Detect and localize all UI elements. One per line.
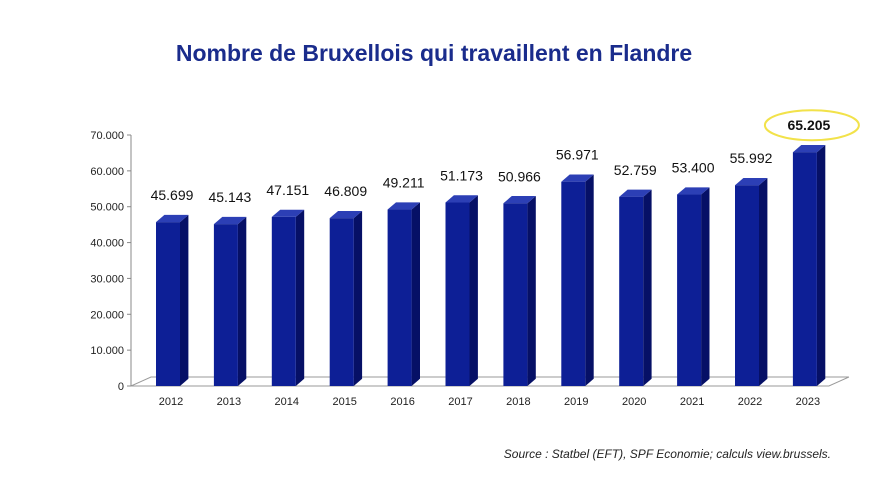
data-label: 46.809 — [324, 183, 367, 199]
bar-top — [329, 210, 363, 219]
x-tick-label: 2017 — [448, 396, 472, 408]
bar-front — [156, 222, 180, 386]
data-label: 50.966 — [498, 168, 541, 184]
bar-side — [295, 209, 305, 386]
bars-group — [156, 144, 826, 386]
bar-top — [445, 195, 478, 203]
data-label: 45.143 — [208, 189, 251, 205]
data-label: 49.211 — [383, 175, 425, 191]
y-tick-label: 60.000 — [90, 166, 124, 178]
source-note: Source : Statbel (EFT), SPF Economie; ca… — [503, 447, 831, 461]
bar-front — [271, 216, 296, 386]
bar-front — [213, 224, 238, 386]
x-tick-label: 2014 — [275, 396, 299, 408]
bar-side — [469, 195, 478, 386]
bar — [271, 209, 305, 386]
bar — [329, 210, 363, 386]
bar — [619, 189, 652, 386]
bar-top — [156, 214, 189, 223]
highlight-ellipse — [763, 109, 860, 142]
bar-front — [561, 181, 586, 386]
bar — [561, 174, 594, 386]
x-tick-label: 2013 — [217, 396, 241, 408]
bar-side — [527, 196, 536, 386]
y-tick-label: 70.000 — [90, 130, 124, 142]
y-tick-label: 0 — [118, 381, 124, 393]
bar-top — [213, 216, 247, 225]
bar-top — [271, 209, 305, 217]
y-tick-label: 50.000 — [90, 202, 124, 214]
y-tick-label: 10.000 — [90, 345, 124, 357]
bar — [156, 214, 189, 386]
y-tick-label: 30.000 — [90, 273, 124, 285]
data-label: 51.173 — [440, 168, 483, 184]
data-label: 65.205 — [787, 117, 830, 133]
bar-side — [643, 189, 652, 386]
bar-top — [387, 202, 420, 210]
bar-top — [503, 196, 536, 204]
bar-front — [387, 209, 412, 386]
bar-side — [237, 216, 247, 386]
bar-side — [180, 214, 189, 386]
bar — [387, 202, 420, 386]
data-labels: 45.699 45.143 47.151 46.809 49.211 51.173 50.9… — [151, 109, 860, 205]
y-tick-label: 40.000 — [90, 238, 124, 250]
data-label: 52.759 — [614, 162, 657, 178]
x-tick-label: 2020 — [622, 396, 646, 408]
bar-top — [619, 189, 652, 197]
data-label: 55.992 — [730, 150, 773, 166]
data-label: 45.699 — [151, 187, 194, 203]
bar-side — [411, 202, 420, 386]
x-tick-label: 2012 — [159, 396, 183, 408]
bar-front — [329, 218, 354, 386]
bar-side — [816, 144, 826, 386]
data-label: 56.971 — [556, 147, 599, 163]
bar-side — [701, 187, 710, 386]
bar-front — [677, 194, 702, 386]
bar — [503, 196, 536, 386]
bar-front — [445, 202, 470, 386]
x-tick-label: 2015 — [332, 396, 356, 408]
data-label: 53.400 — [672, 160, 715, 176]
bar-front — [619, 196, 644, 386]
bar-front — [503, 203, 528, 386]
bar-front — [792, 152, 817, 386]
bar-front — [735, 185, 759, 386]
bar-side — [353, 210, 363, 386]
y-axis: 0 10.000 20.000 30.000 40.000 50.000 60.000 70.… — [90, 130, 132, 393]
bar — [213, 216, 247, 386]
x-tick-label: 2019 — [564, 396, 588, 408]
x-tick-label: 2018 — [506, 396, 530, 408]
bar — [735, 178, 768, 386]
x-axis-labels: 2012 2013 2014 2015 2016 2017 2018 2019 2020 2021… — [159, 396, 820, 408]
bar-side — [585, 174, 594, 386]
y-tick-label: 20.000 — [90, 309, 124, 321]
bar — [445, 195, 478, 386]
x-tick-label: 2023 — [796, 396, 820, 408]
bar — [792, 144, 826, 386]
bar-top — [792, 144, 826, 153]
x-tick-label: 2021 — [680, 396, 704, 408]
chart-floor — [130, 376, 850, 387]
chart-title: Nombre de Bruxellois qui travaillent en … — [175, 40, 693, 66]
bar-top — [561, 174, 594, 182]
bar-top — [735, 178, 768, 186]
bar-side — [759, 178, 768, 386]
data-label: 47.151 — [266, 182, 309, 198]
bar-top — [677, 187, 710, 195]
bar — [677, 187, 710, 386]
chart-floor-plane — [130, 376, 850, 387]
x-tick-label: 2022 — [738, 396, 762, 408]
x-tick-label: 2016 — [390, 396, 414, 408]
